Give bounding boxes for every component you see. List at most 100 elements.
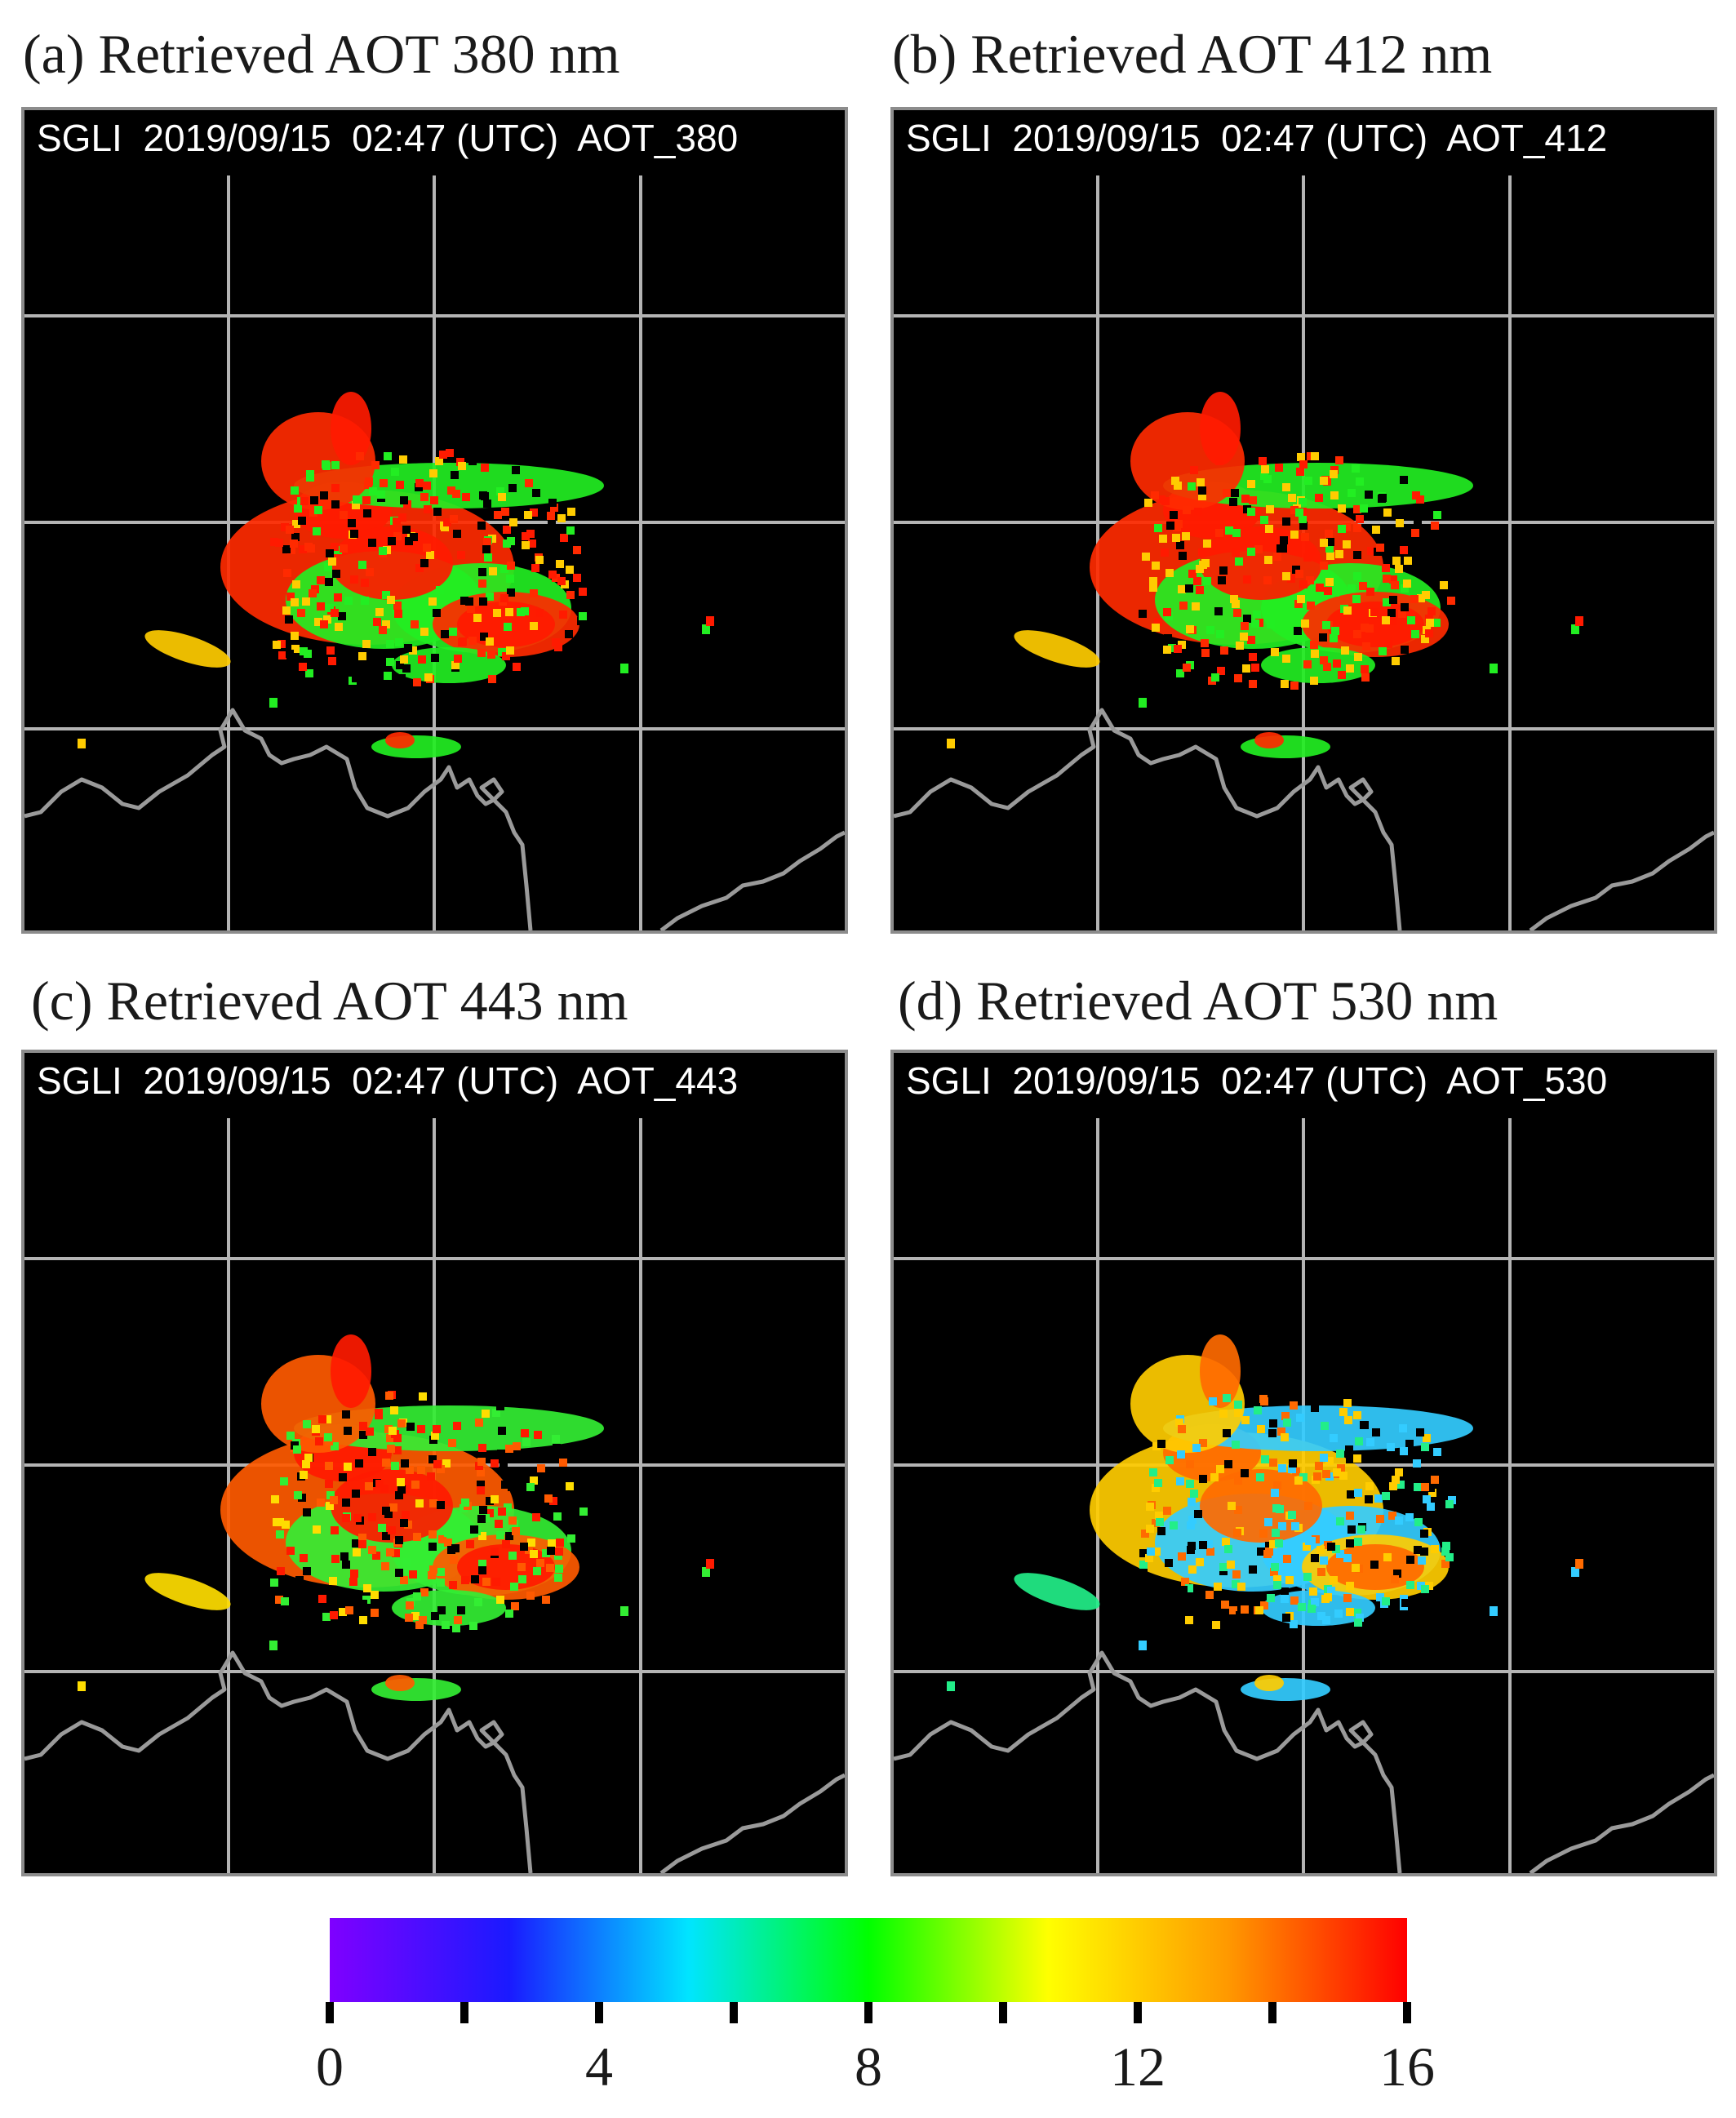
plume-pixel [1370,608,1379,616]
plume-pixel [314,506,322,514]
plume-pixel [325,1462,333,1470]
plume-pixel [435,457,443,465]
plume-pixel [537,1464,545,1472]
plume-pixel [1251,664,1259,672]
plume-pixel [320,620,328,628]
plume-pixel [363,509,371,517]
plume-pixel [433,1460,442,1468]
plume-pixel [442,1459,451,1468]
plume-pixel [372,1552,380,1560]
plume-pixel [302,1460,310,1468]
plume-pixel [1242,664,1250,673]
plume-pixel [405,537,413,545]
plume-pixel [452,1624,460,1632]
plume-pixel [342,1561,350,1569]
plume-pixel [1414,520,1422,528]
plume-pixel [1241,495,1250,503]
plume-pixel [359,1431,367,1439]
plume-region [1014,630,1100,668]
plume-pixel [1411,630,1419,638]
plume-pixel [470,1525,478,1534]
plume-pixel [78,1681,86,1691]
plume-pixel [1311,1598,1319,1606]
plume-pixel [395,638,403,646]
plume-pixel [1229,1606,1237,1614]
coastline [894,1650,1714,1873]
plume-pixel [428,1543,437,1551]
plume-pixel [1271,1489,1279,1497]
plume-pixel [460,597,468,605]
plume-pixel [1282,572,1290,580]
plume-pixel [1431,1545,1439,1553]
plume-pixel [1353,572,1361,580]
plume-pixel [498,1507,506,1516]
plume-pixel [1427,1484,1435,1492]
plume-pixel [382,591,390,599]
plume-pixel [273,641,281,649]
plume-pixel [1297,595,1305,603]
plume-pixel [1232,529,1241,537]
plume-pixel [1273,553,1281,561]
plume-pixel [1319,633,1327,642]
plume-pixel [1353,551,1361,559]
plume-pixel [1336,1450,1344,1458]
plume-pixel [1346,1539,1354,1547]
colorbar-label-12: 12 [1110,2036,1165,2098]
plume-pixel [1276,544,1285,553]
plume-pixel [1188,1516,1197,1524]
plume-pixel [512,1527,520,1535]
plume-pixel [1209,1397,1217,1405]
coastline-east [659,1773,845,1873]
plume-pixel [309,589,317,597]
plume-pixel [1198,486,1206,495]
plume-pixel [1266,505,1274,513]
plume-pixel [1405,1513,1414,1521]
plume-pixel [342,1410,350,1419]
plume-pixel [1281,1595,1289,1603]
plume-pixel [1425,629,1433,637]
plume-pixel [1196,1558,1204,1566]
plume-pixel [1383,598,1391,606]
plume-pixel [395,1569,403,1577]
plume-pixel [331,1526,339,1534]
plume-pixel [453,530,461,538]
plume-pixel [1316,584,1324,592]
plume-pixel [1171,477,1179,485]
map-info-label: SGLI 2019/09/15 02:47 (UTC) AOT_530 [906,1059,1608,1102]
plume-pixel [1383,508,1392,517]
plume-pixel [1427,1503,1435,1511]
plume-pixel [501,508,509,516]
plume-pixel [1155,1512,1163,1520]
plume-pixel [477,649,486,657]
plume-pixel [1187,1521,1195,1530]
plume-pixel [1201,649,1210,657]
plume-pixel [398,513,406,522]
plume-pixel [359,1600,367,1608]
colorbar-tick [864,2002,872,2023]
plume-pixel [1278,1522,1286,1530]
plume-pixel [1441,1547,1450,1556]
plume-pixel [1305,1537,1313,1545]
plume-pixel [1139,1566,1148,1574]
plume-pixel [1571,1567,1579,1577]
plume-pixel [559,1459,567,1467]
coastline-west [894,1650,1402,1873]
plume-pixel [1384,640,1392,648]
plume-pixel [1330,1576,1338,1584]
plume-pixel [522,1438,531,1446]
plume-pixel [541,1484,549,1492]
plume-pixel [350,1570,358,1578]
plume-pixel [534,1431,542,1439]
plume-pixel [1234,1506,1242,1514]
map-canvas [24,175,845,930]
plume-pixel [1224,1545,1232,1553]
plume-pixel [1234,1401,1242,1409]
coastline-east [1529,830,1714,930]
plume-pixel [437,1568,445,1576]
plume-pixel [1442,1542,1450,1550]
plume-pixel [363,1584,371,1592]
plume-pixel [325,578,333,586]
plume-pixel [1311,650,1319,658]
plume-pixel [479,1506,487,1514]
plume-pixel [286,1547,295,1555]
